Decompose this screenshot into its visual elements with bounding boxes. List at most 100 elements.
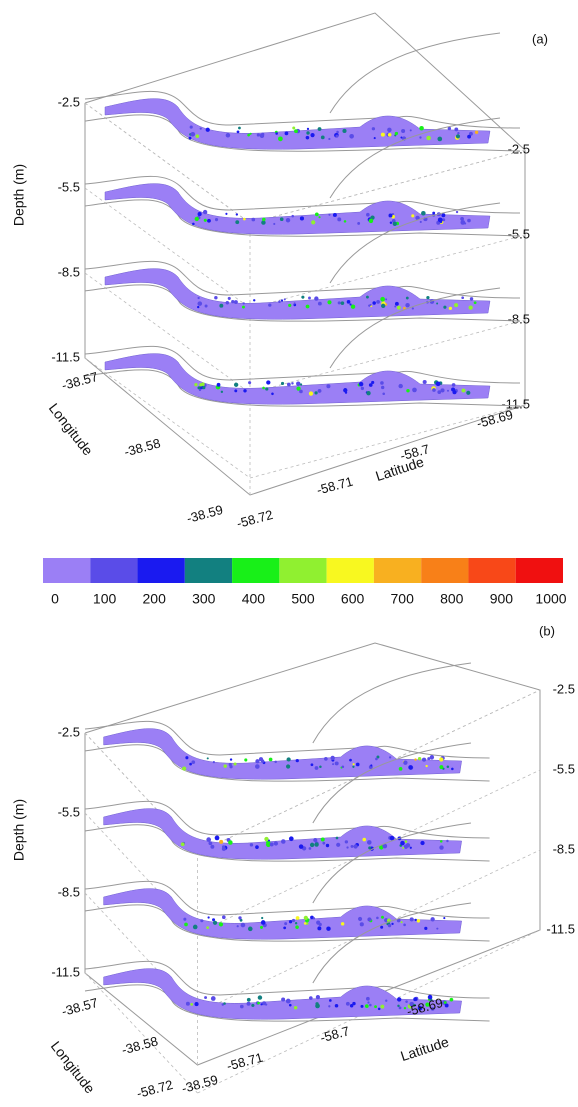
- speckle: [197, 296, 200, 300]
- speckle: [319, 765, 322, 768]
- river-slice: [103, 888, 462, 940]
- speckle: [419, 136, 422, 139]
- speckle: [216, 382, 221, 387]
- speckle: [389, 221, 393, 225]
- speckle: [466, 390, 471, 395]
- speckle: [335, 134, 339, 138]
- longitude-tick-label: -38.59: [185, 502, 225, 526]
- speckle: [469, 297, 474, 301]
- speckle: [403, 1006, 407, 1010]
- coastline: [84, 90, 521, 129]
- speckle: [257, 995, 263, 1000]
- speckle: [210, 996, 216, 1001]
- speckle: [416, 919, 421, 923]
- speckle: [403, 923, 406, 927]
- speckle: [448, 306, 453, 310]
- speckle: [468, 131, 473, 136]
- speckle: [235, 213, 238, 216]
- speckle: [426, 135, 431, 141]
- speckle: [291, 382, 294, 385]
- speckle: [446, 389, 449, 392]
- longitude-label: Longitude: [48, 1038, 99, 1096]
- longitude-tick-label: -38.57: [60, 995, 100, 1019]
- colorbar-swatch: [468, 558, 516, 583]
- speckle: [380, 385, 385, 390]
- speckle: [295, 925, 299, 929]
- speckle: [266, 840, 271, 845]
- speckle: [262, 386, 265, 390]
- speckle: [400, 921, 403, 924]
- speckle: [261, 916, 264, 920]
- speckle: [443, 1001, 447, 1004]
- speckle: [352, 763, 355, 766]
- speckle: [274, 760, 277, 764]
- speckle: [439, 840, 443, 843]
- speckle: [330, 755, 335, 761]
- speckle: [306, 127, 310, 130]
- speckle: [398, 383, 403, 389]
- latitude-tick-label: -58.69: [405, 995, 445, 1019]
- speckle: [369, 303, 372, 306]
- speckle: [376, 755, 380, 759]
- coastline: [84, 800, 490, 839]
- speckle: [298, 844, 304, 849]
- speckle: [355, 762, 360, 767]
- speckle: [285, 217, 291, 223]
- coastline: [84, 345, 521, 384]
- speckle: [234, 389, 238, 393]
- speckle: [197, 212, 202, 217]
- speckle: [183, 917, 187, 921]
- depth-tick-label: -2.5: [58, 94, 80, 109]
- depth-tick-label: -2.5: [553, 681, 575, 696]
- coastline: [84, 369, 521, 407]
- speckle: [308, 296, 311, 300]
- speckle: [225, 301, 230, 305]
- speckle: [357, 221, 361, 225]
- speckle: [220, 390, 224, 394]
- speckle: [221, 846, 226, 851]
- speckle: [228, 762, 232, 767]
- speckle: [198, 388, 202, 392]
- speckle: [344, 391, 348, 394]
- longitude-tick-label: -38.57: [60, 369, 100, 393]
- speckle: [415, 215, 420, 221]
- speckle: [306, 131, 310, 135]
- speckle: [382, 843, 388, 849]
- speckle: [208, 841, 213, 846]
- speckle: [451, 767, 454, 771]
- speckle: [296, 386, 301, 391]
- speckle: [180, 842, 185, 847]
- speckle: [400, 840, 405, 846]
- speckle: [440, 388, 445, 393]
- speckle: [409, 1001, 415, 1007]
- speckle: [207, 218, 211, 223]
- speckle: [446, 765, 450, 768]
- speckle: [205, 127, 210, 132]
- colorbar-tick-label: 600: [341, 591, 365, 607]
- speckle: [422, 379, 427, 385]
- speckle: [398, 1006, 402, 1010]
- speckle: [197, 301, 203, 306]
- speckle: [305, 922, 309, 925]
- speckle: [314, 391, 318, 395]
- depth-tick-label: -11.5: [501, 396, 530, 411]
- depth-tick-label: -8.5: [58, 884, 80, 899]
- speckle: [443, 917, 446, 920]
- speckle: [417, 756, 422, 761]
- speckle: [194, 1002, 199, 1007]
- depth-tick-label: -8.5: [58, 264, 80, 279]
- speckle: [341, 765, 345, 769]
- speckle: [313, 837, 318, 842]
- speckle: [401, 129, 406, 134]
- river-slice: [104, 98, 491, 150]
- speckle: [210, 844, 215, 849]
- speckle: [266, 380, 271, 385]
- river-slice: [103, 808, 462, 860]
- depth-tick-label: -11.5: [51, 964, 80, 979]
- speckle: [202, 385, 206, 390]
- speckle: [223, 1002, 226, 1005]
- coastline: [329, 117, 501, 199]
- speckle: [411, 307, 414, 310]
- colorbar-swatch: [326, 558, 374, 583]
